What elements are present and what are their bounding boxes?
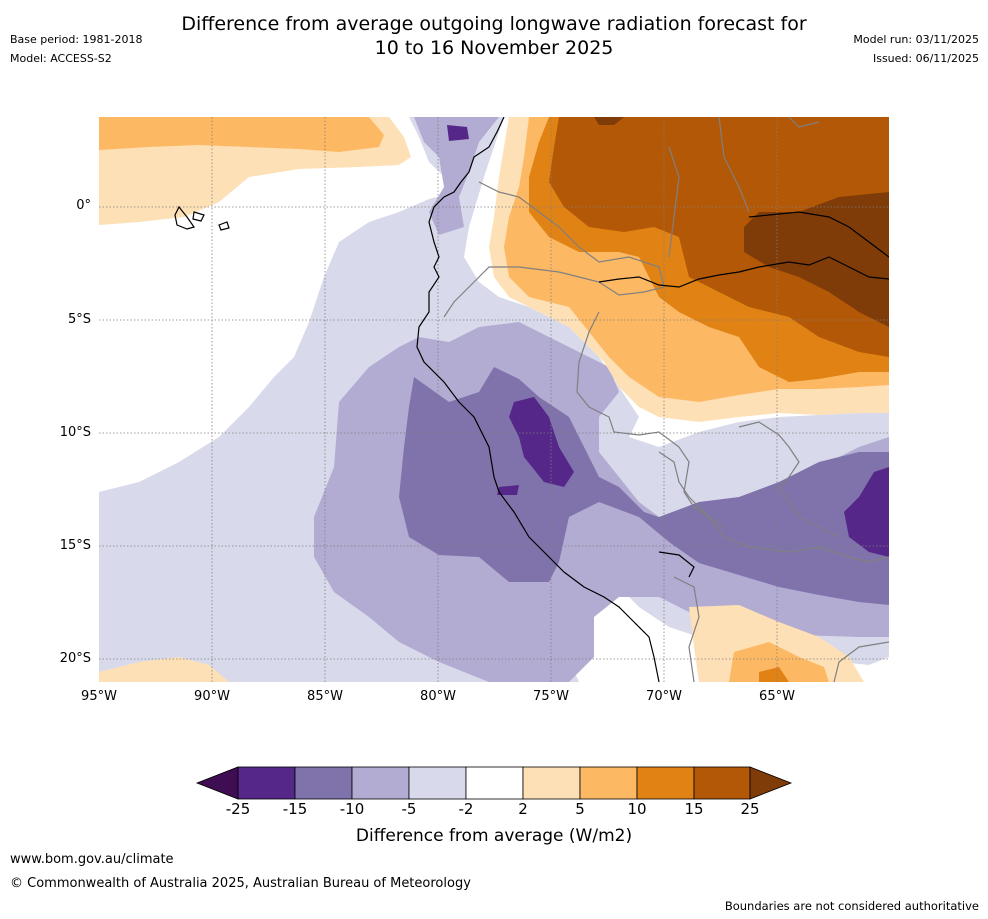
- colorbar-swatch-1: [237, 766, 296, 800]
- colorbar-tick: -25: [225, 800, 251, 818]
- boundary-disclaimer: Boundaries are not considered authoritat…: [724, 899, 979, 913]
- graticule: [99, 117, 889, 682]
- colorbar-tick: -15: [282, 800, 308, 818]
- lat-label-10s: 10°S: [59, 425, 91, 440]
- colorbar-swatch-3: [351, 766, 410, 800]
- copyright: © Commonwealth of Australia 2025, Austra…: [10, 876, 471, 891]
- title-line-2: 10 to 16 November 2025: [374, 37, 614, 59]
- colorbar-swatch-2: [294, 766, 353, 800]
- colorbar-tick: 5: [575, 800, 585, 818]
- colorbar-swatch-8: [636, 766, 695, 800]
- lat-label-5s: 5°S: [67, 312, 91, 327]
- anomaly-region-darkest-purple-b: [844, 467, 889, 557]
- anomaly-region-darkest-purple-c: [497, 485, 519, 495]
- colorbar-swatch-4: [408, 766, 467, 800]
- colorbar-tick: -5: [401, 800, 417, 818]
- colorbar-swatch-7: [579, 766, 638, 800]
- issued-date: Issued: 06/11/2025: [872, 52, 979, 65]
- title-line-1: Difference from average outgoing longwav…: [181, 13, 807, 35]
- lon-label-95w: 95°W: [81, 689, 117, 704]
- map-title: Difference from average outgoing longwav…: [0, 12, 988, 60]
- anomaly-region-darkest-orange: [744, 192, 889, 327]
- lon-label-90w: 90°W: [194, 689, 230, 704]
- lon-label-65w: 65°W: [759, 689, 795, 704]
- colorbar-swatch-9: [693, 766, 751, 800]
- lon-label-70w: 70°W: [646, 689, 682, 704]
- anomaly-region-darkest-purple-d: [447, 125, 469, 141]
- coastline: [174, 117, 889, 682]
- lat-label-15s: 15°S: [59, 538, 91, 553]
- anomaly-region-dark-orange: [549, 117, 889, 357]
- lat-label-0: 0°: [76, 198, 91, 213]
- model-name: Model: ACCESS-S2: [10, 52, 112, 65]
- colorbar-swatch-5: [465, 766, 524, 800]
- colorbar-swatch-6: [522, 766, 581, 800]
- website-link[interactable]: www.bom.gov.au/climate: [10, 852, 174, 867]
- anomaly-region-darkest-orange-n: [594, 117, 624, 125]
- anomaly-region-mid-orange-nw: [99, 117, 384, 152]
- anomaly-map: [99, 117, 889, 682]
- base-period: Base period: 1981-2018: [10, 33, 143, 46]
- model-run: Model run: 03/11/2025: [853, 33, 979, 46]
- anomaly-region-orange-s: [759, 667, 789, 682]
- colorbar-swatch-0: [195, 766, 239, 800]
- anomaly-region-mid-orange-s: [729, 642, 829, 682]
- colorbar-label: Difference from average (W/m2): [355, 826, 633, 846]
- colorbar-tick: 15: [684, 800, 704, 818]
- colorbar-tick: 2: [518, 800, 528, 818]
- colorbar: [195, 766, 793, 800]
- anomaly-region-light-orange-sw: [99, 657, 229, 682]
- colorbar-swatch-10: [749, 766, 793, 800]
- lat-label-20s: 20°S: [59, 651, 91, 666]
- colorbar-tick: -10: [339, 800, 365, 818]
- country-borders: [443, 117, 889, 682]
- colorbar-tick: -2: [458, 800, 474, 818]
- lon-label-80w: 80°W: [420, 689, 456, 704]
- colorbar-tick: 10: [627, 800, 647, 818]
- lon-label-85w: 85°W: [307, 689, 343, 704]
- anomaly-region-darkest-purple-a: [509, 397, 574, 487]
- lon-label-75w: 75°W: [533, 689, 569, 704]
- colorbar-tick: 25: [740, 800, 760, 818]
